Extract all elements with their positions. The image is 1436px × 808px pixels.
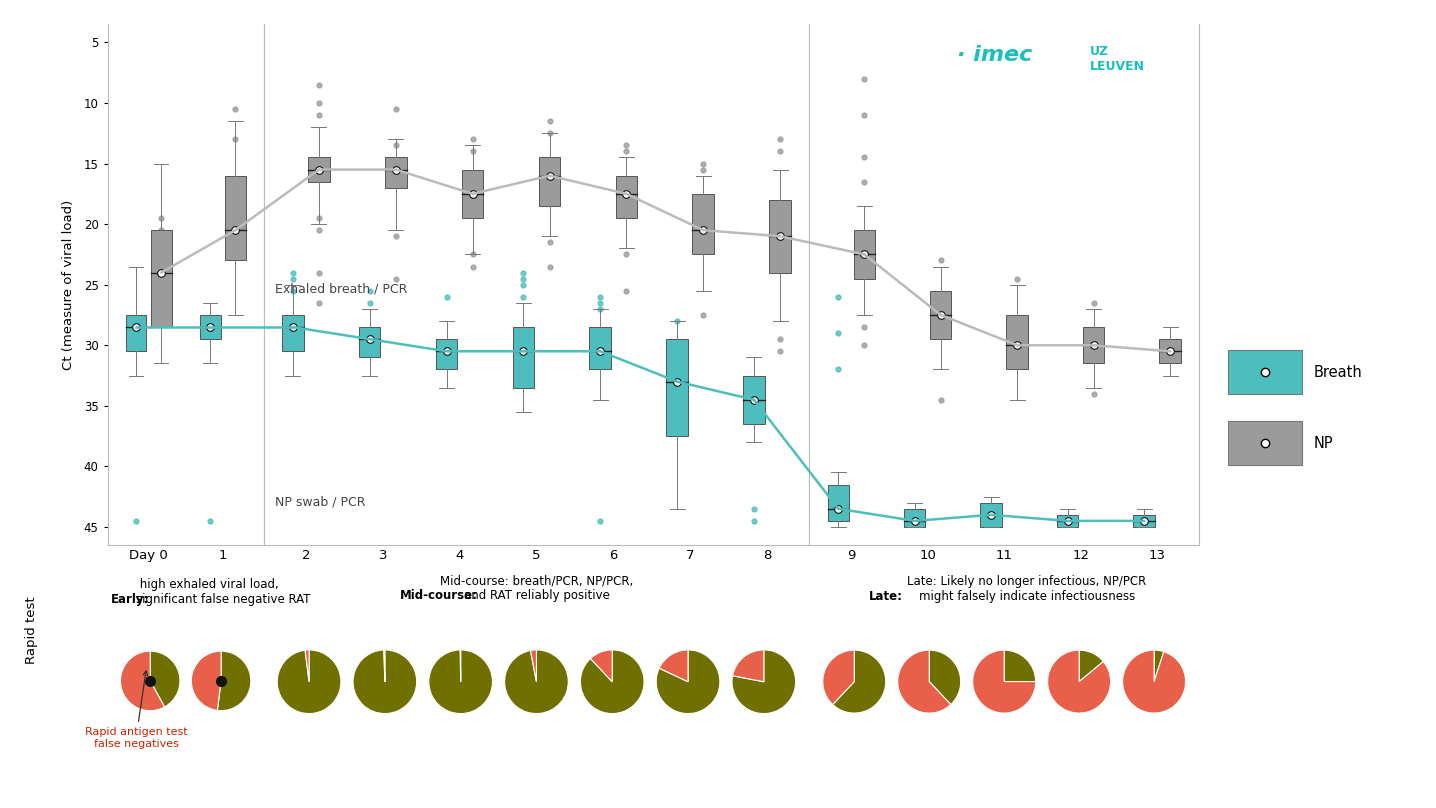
Bar bbox=[225, 175, 246, 260]
Bar bbox=[981, 503, 1002, 527]
Wedge shape bbox=[353, 650, 416, 713]
Wedge shape bbox=[732, 650, 796, 713]
Wedge shape bbox=[121, 651, 165, 711]
Bar bbox=[1159, 339, 1180, 364]
Text: Breath: Breath bbox=[1314, 364, 1363, 380]
Wedge shape bbox=[151, 651, 180, 707]
Text: Rapid test: Rapid test bbox=[24, 596, 39, 664]
Bar bbox=[1057, 515, 1078, 527]
Text: high exhaled viral load,
significant false negative RAT: high exhaled viral load, significant fal… bbox=[136, 579, 310, 607]
Text: Mid-course: breath/PCR, NP/PCR,
and RAT reliably positive: Mid-course: breath/PCR, NP/PCR, and RAT … bbox=[439, 574, 633, 602]
Wedge shape bbox=[929, 650, 961, 705]
Wedge shape bbox=[429, 650, 493, 713]
Bar bbox=[200, 315, 221, 339]
Bar bbox=[151, 230, 171, 327]
Text: NP swab / PCR: NP swab / PCR bbox=[274, 495, 365, 509]
Wedge shape bbox=[898, 650, 951, 713]
Wedge shape bbox=[656, 650, 719, 713]
Y-axis label: Ct (measure of viral load): Ct (measure of viral load) bbox=[62, 200, 76, 370]
Bar bbox=[538, 158, 560, 206]
Wedge shape bbox=[580, 650, 645, 713]
Bar bbox=[827, 485, 849, 521]
Wedge shape bbox=[304, 650, 309, 682]
Bar bbox=[744, 376, 765, 424]
Bar bbox=[1228, 350, 1302, 394]
Wedge shape bbox=[1048, 650, 1110, 713]
Wedge shape bbox=[1004, 650, 1035, 682]
Bar bbox=[125, 315, 146, 351]
Wedge shape bbox=[833, 650, 886, 713]
Wedge shape bbox=[1123, 650, 1186, 713]
Text: Early:: Early: bbox=[111, 593, 149, 607]
Bar bbox=[385, 158, 406, 187]
Wedge shape bbox=[1078, 650, 1103, 682]
Bar bbox=[931, 291, 952, 339]
Bar bbox=[513, 327, 534, 388]
Text: Late:: Late: bbox=[869, 590, 903, 603]
Text: NP: NP bbox=[1314, 436, 1333, 451]
Bar bbox=[616, 175, 638, 218]
Text: Mid-course:: Mid-course: bbox=[401, 589, 478, 602]
Bar bbox=[435, 339, 457, 369]
Wedge shape bbox=[972, 650, 1035, 713]
Bar bbox=[1133, 515, 1155, 527]
Wedge shape bbox=[277, 650, 340, 713]
Text: Exhaled breath / PCR: Exhaled breath / PCR bbox=[274, 282, 406, 295]
Bar bbox=[590, 327, 610, 369]
Bar bbox=[770, 200, 791, 272]
Wedge shape bbox=[530, 650, 537, 682]
Wedge shape bbox=[732, 650, 764, 682]
Wedge shape bbox=[191, 651, 221, 710]
Wedge shape bbox=[504, 650, 569, 713]
Bar bbox=[1228, 421, 1302, 465]
Wedge shape bbox=[823, 650, 854, 705]
Bar bbox=[905, 509, 925, 527]
Bar bbox=[309, 158, 330, 182]
Bar bbox=[462, 170, 484, 218]
Wedge shape bbox=[217, 651, 251, 711]
Bar bbox=[692, 194, 714, 255]
Text: · imec: · imec bbox=[958, 45, 1032, 65]
Bar bbox=[1007, 315, 1028, 369]
Bar bbox=[1083, 327, 1104, 364]
Bar bbox=[666, 339, 688, 436]
Bar bbox=[281, 315, 303, 351]
Text: UZ
LEUVEN: UZ LEUVEN bbox=[1090, 45, 1144, 73]
Wedge shape bbox=[1155, 650, 1163, 682]
Bar bbox=[853, 230, 875, 279]
Bar bbox=[359, 327, 381, 357]
Text: Rapid antigen test
false negatives: Rapid antigen test false negatives bbox=[85, 671, 187, 748]
Wedge shape bbox=[659, 650, 688, 682]
Text: Late: Likely no longer infectious, NP/PCR
might falsely indicate infectiousness: Late: Likely no longer infectious, NP/PC… bbox=[908, 574, 1146, 603]
Wedge shape bbox=[590, 650, 612, 682]
